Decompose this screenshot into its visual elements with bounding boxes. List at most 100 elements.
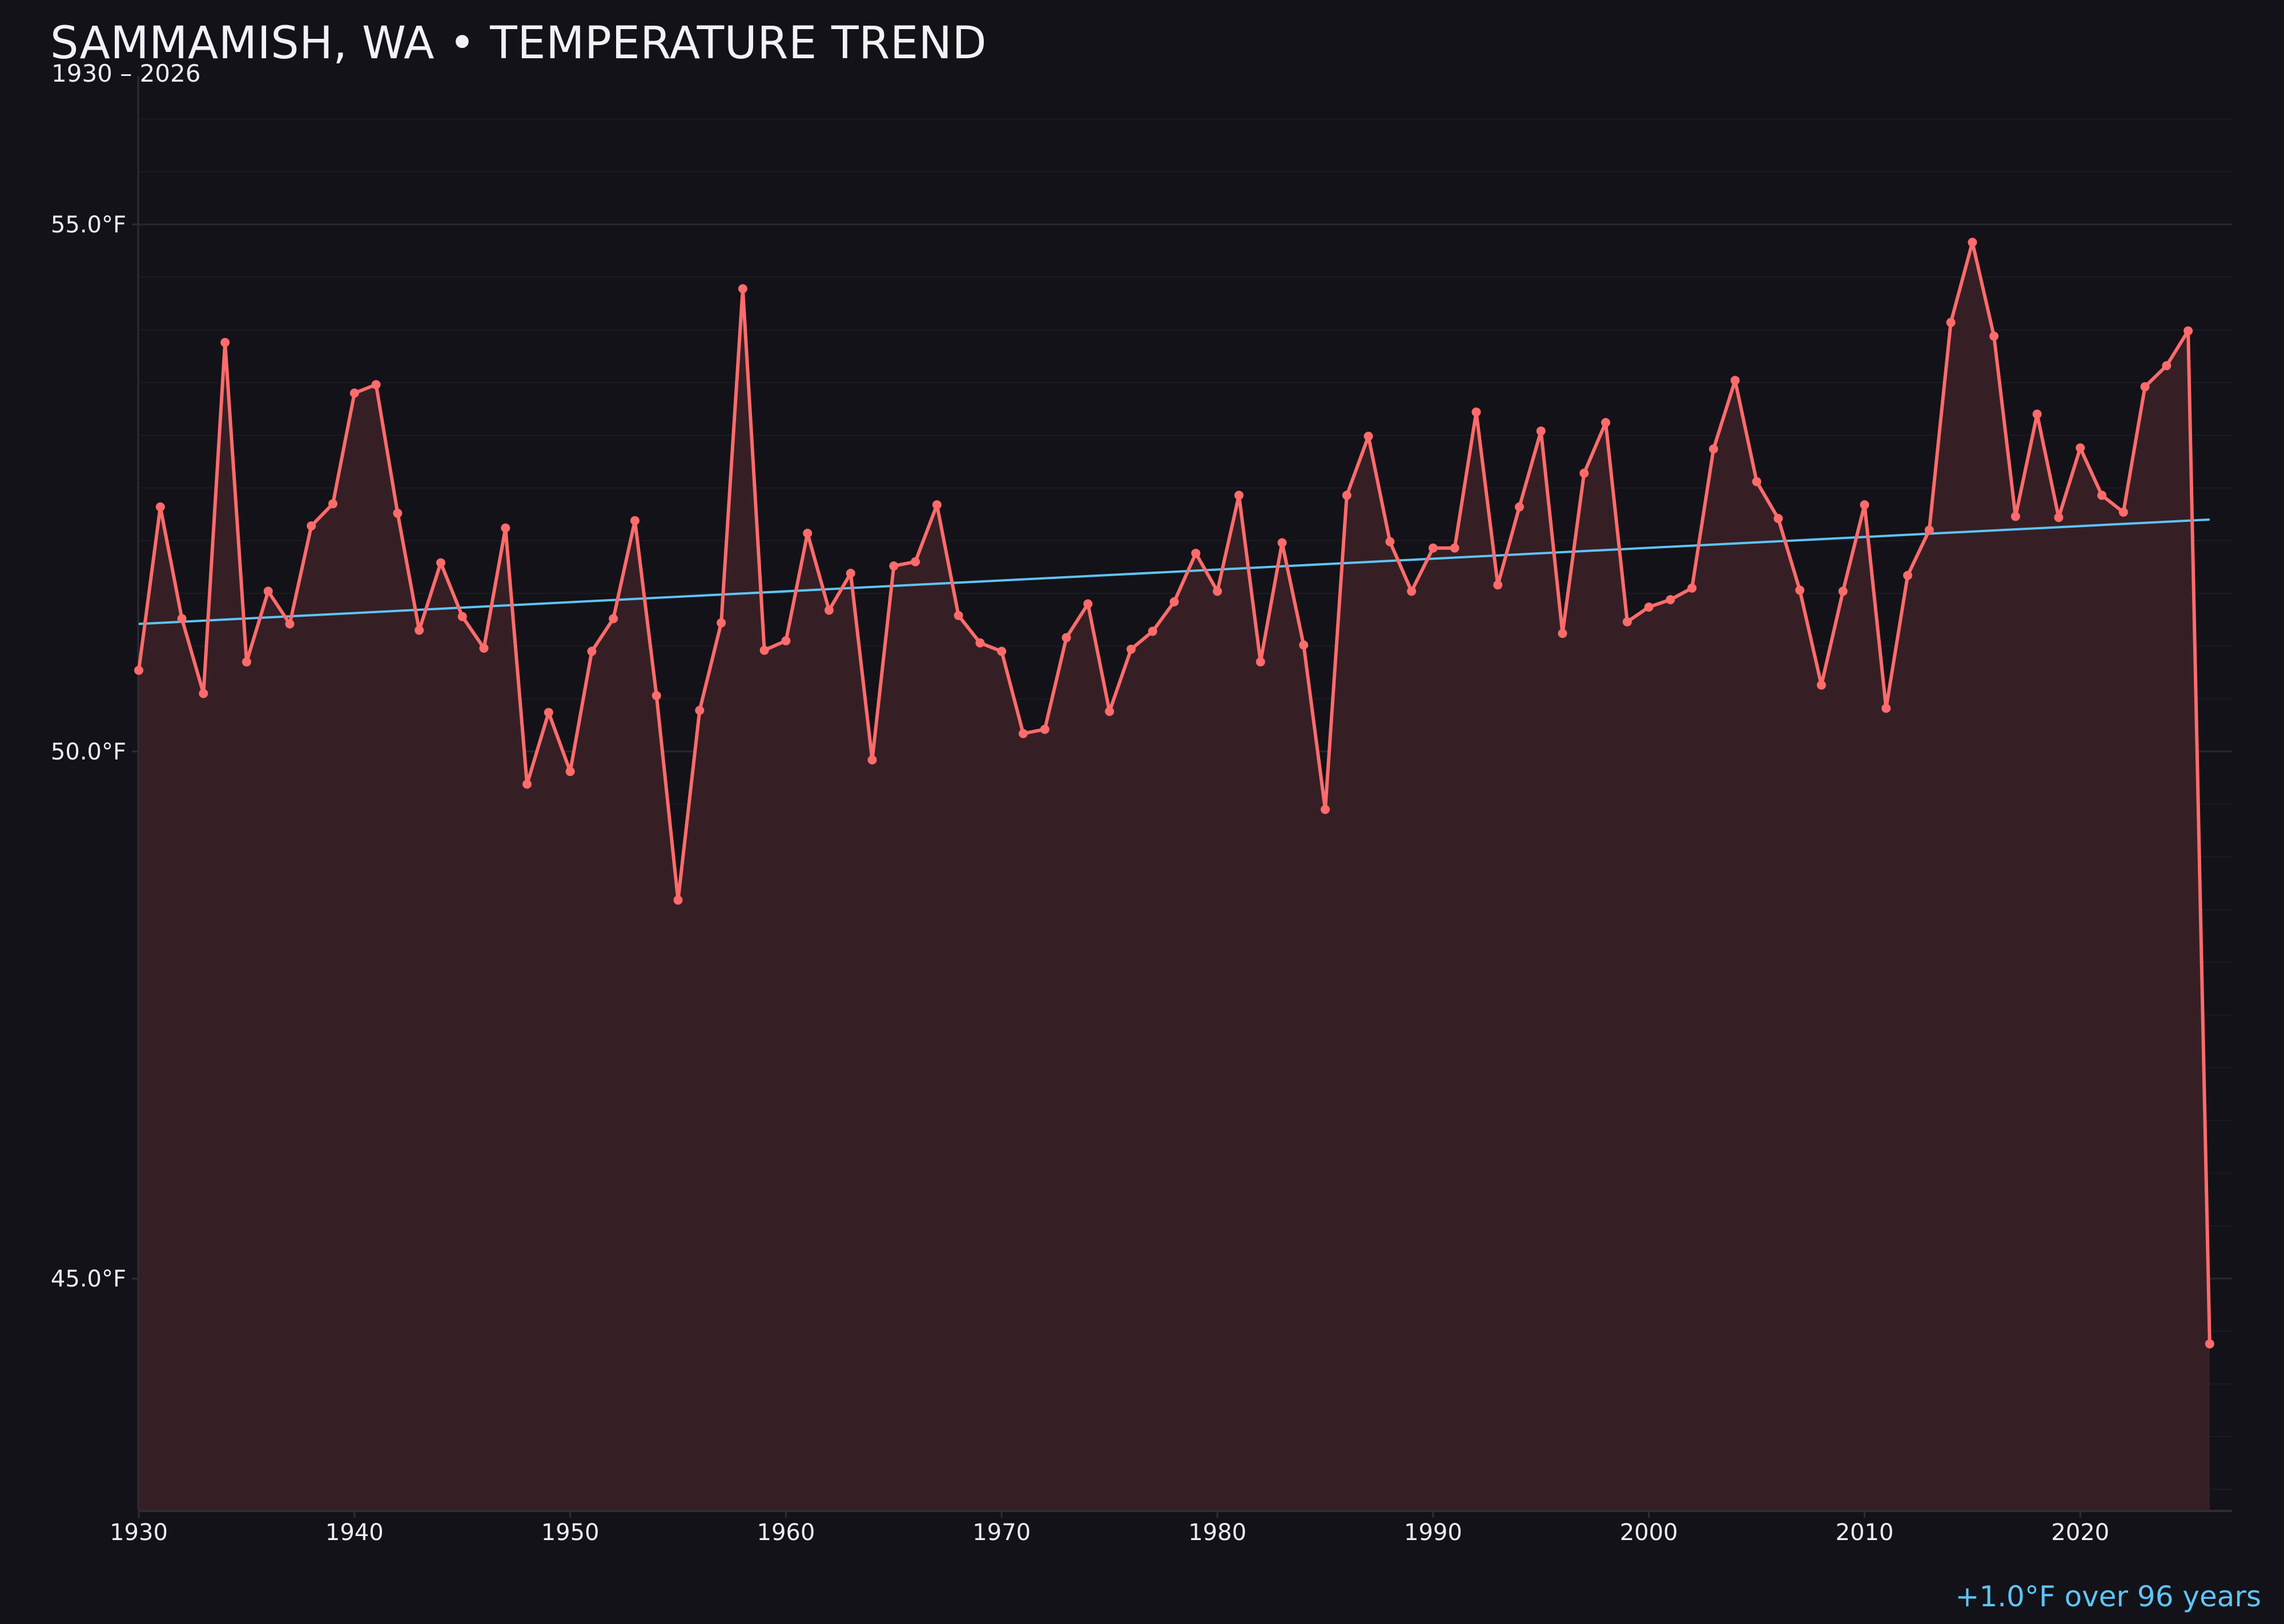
data-point-1984 <box>1299 640 1309 650</box>
temperature-area-fill <box>139 242 2210 1510</box>
data-point-2012 <box>1903 570 1912 580</box>
data-point-1955 <box>673 895 683 905</box>
x-tick-label: 1950 <box>541 1520 600 1546</box>
data-point-1993 <box>1493 580 1503 590</box>
data-point-1976 <box>1126 644 1136 654</box>
data-point-1968 <box>954 610 963 620</box>
data-point-1964 <box>867 755 877 765</box>
data-point-2017 <box>2010 512 2020 521</box>
data-point-1989 <box>1407 586 1417 596</box>
data-point-1983 <box>1277 538 1287 548</box>
data-point-1986 <box>1342 491 1352 500</box>
data-point-1933 <box>199 689 208 698</box>
data-point-2011 <box>1881 704 1891 713</box>
data-point-1959 <box>759 645 769 655</box>
data-point-1977 <box>1148 626 1157 636</box>
data-point-1936 <box>263 586 273 596</box>
data-point-1938 <box>307 521 316 530</box>
data-point-1969 <box>975 638 985 648</box>
data-point-1973 <box>1061 633 1071 642</box>
data-point-1995 <box>1536 426 1546 436</box>
axes <box>137 76 2232 1512</box>
chart-title: SAMMAMISH, WA • TEMPERATURE TREND <box>50 18 987 69</box>
data-point-2016 <box>1989 331 1999 341</box>
data-point-1970 <box>997 646 1007 656</box>
data-point-1985 <box>1320 805 1330 814</box>
data-point-1946 <box>479 644 489 653</box>
data-point-2020 <box>2076 443 2085 453</box>
data-point-2006 <box>1774 514 1783 524</box>
data-point-1979 <box>1191 548 1201 558</box>
data-point-2013 <box>1924 525 1934 535</box>
x-tick-label: 1990 <box>1404 1520 1462 1546</box>
data-point-1965 <box>889 561 899 571</box>
data-point-1958 <box>738 284 747 294</box>
data-point-1961 <box>803 528 813 538</box>
data-point-1972 <box>1040 725 1049 734</box>
x-tick-label: 2010 <box>1836 1520 1894 1546</box>
data-point-1951 <box>587 646 597 656</box>
trend-line <box>138 518 2210 625</box>
data-point-1994 <box>1514 502 1524 512</box>
data-point-2007 <box>1795 585 1805 595</box>
x-axis-tick-labels: 1930 1940 1950 1960 1970 1980 1990 2000 2010 2020 <box>110 1512 2109 1546</box>
data-point-1988 <box>1385 537 1395 546</box>
data-point-1978 <box>1169 597 1179 606</box>
data-point-1971 <box>1018 729 1028 738</box>
x-tick-label: 1940 <box>325 1520 384 1546</box>
data-point-1945 <box>457 612 467 621</box>
data-point-1950 <box>565 767 575 777</box>
data-point-2026 <box>2205 1339 2214 1349</box>
data-point-2004 <box>1730 376 1740 385</box>
data-point-2022 <box>2118 507 2128 517</box>
x-tick-label: 2020 <box>2051 1520 2109 1546</box>
data-point-1931 <box>155 502 165 512</box>
data-point-1937 <box>285 619 295 629</box>
data-point-1997 <box>1579 468 1589 478</box>
data-point-1940 <box>349 388 359 398</box>
data-point-1998 <box>1601 418 1611 428</box>
x-tick-label: 1980 <box>1188 1520 1246 1546</box>
data-point-1949 <box>544 708 553 717</box>
data-point-1952 <box>609 614 618 624</box>
data-point-1960 <box>781 636 791 646</box>
data-point-1981 <box>1234 491 1244 500</box>
data-point-1987 <box>1364 432 1373 441</box>
data-point-1990 <box>1428 543 1438 553</box>
x-tick-label: 2000 <box>1620 1520 1678 1546</box>
data-point-2019 <box>2054 513 2064 522</box>
data-point-1991 <box>1450 543 1459 553</box>
data-point-1980 <box>1213 586 1222 596</box>
data-point-1999 <box>1622 617 1632 626</box>
data-point-2010 <box>1860 500 1869 510</box>
data-point-1966 <box>911 557 920 566</box>
data-point-2008 <box>1816 680 1826 690</box>
trend-annotation: +1.0°F over 96 years <box>1955 1580 2261 1613</box>
data-point-1953 <box>630 516 640 525</box>
data-point-1982 <box>1256 657 1265 667</box>
x-tick-label: 1970 <box>972 1520 1031 1546</box>
data-point-1941 <box>371 380 381 389</box>
data-point-1943 <box>415 625 424 635</box>
data-point-1930 <box>134 665 143 675</box>
data-point-1996 <box>1558 629 1567 638</box>
data-point-1967 <box>932 500 942 510</box>
y-tick-label: 55.0°F <box>51 212 126 238</box>
data-point-markers <box>134 238 2214 1349</box>
data-point-1935 <box>242 657 251 667</box>
data-point-1947 <box>501 523 510 533</box>
x-tick-label: 1930 <box>110 1520 168 1546</box>
data-point-2003 <box>1708 444 1718 454</box>
y-axis-tick-labels: 45.0°F 50.0°F 55.0°F <box>51 212 138 1292</box>
data-point-1948 <box>522 779 532 789</box>
data-point-1944 <box>436 558 445 568</box>
data-point-1956 <box>695 706 705 715</box>
data-point-2009 <box>1838 586 1848 596</box>
data-point-1942 <box>393 508 403 518</box>
data-point-1932 <box>177 614 187 624</box>
data-point-1992 <box>1471 407 1481 417</box>
y-tick-label: 45.0°F <box>51 1266 126 1292</box>
data-point-2000 <box>1644 602 1654 612</box>
data-point-2024 <box>2162 361 2172 371</box>
